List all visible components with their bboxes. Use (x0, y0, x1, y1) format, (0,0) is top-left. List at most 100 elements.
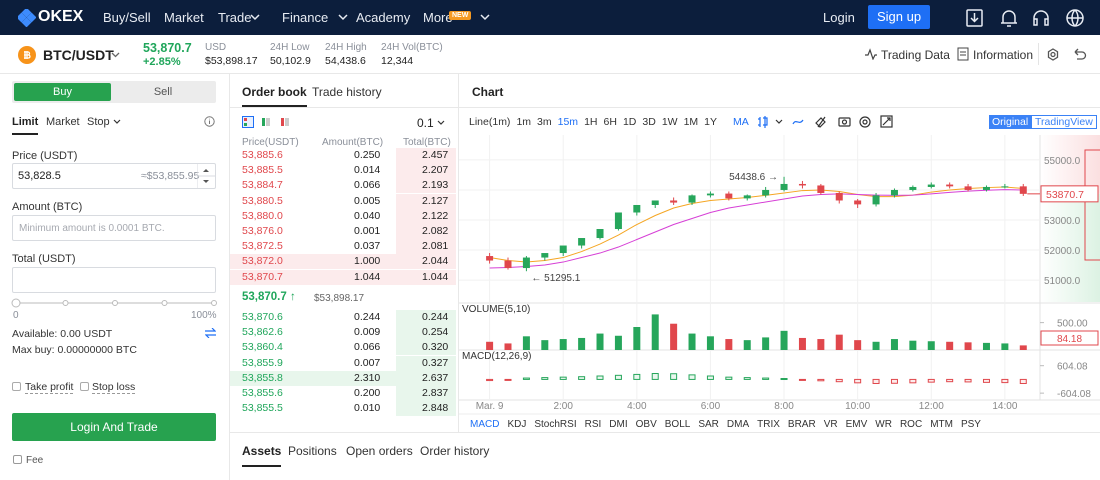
total-depth (396, 340, 456, 356)
open-orders-tab[interactable]: Open orders (346, 444, 413, 458)
view-icons[interactable] (242, 116, 294, 128)
indicator-tab[interactable]: KDJ (507, 419, 526, 430)
interval[interactable]: 1M (683, 116, 699, 128)
nav-item[interactable]: Buy/Sell (103, 10, 151, 25)
slider[interactable] (10, 297, 220, 309)
indicator-tab[interactable]: MTM (930, 419, 953, 430)
fee-link[interactable]: Fee (26, 455, 44, 466)
indicator-tab[interactable]: VR (824, 419, 838, 430)
transfer-icon[interactable] (205, 328, 216, 338)
bid-row: 53,855.5 0.010 2.848 (230, 401, 456, 417)
signup-button[interactable]: Sign up (868, 5, 930, 29)
indicator-tab[interactable]: BOLL (665, 419, 691, 430)
indicator-tab[interactable]: MACD (470, 419, 499, 430)
pair[interactable]: BTC/USDT (43, 47, 114, 63)
checkbox[interactable] (80, 382, 89, 391)
total: 0.244 (422, 311, 449, 323)
login-link[interactable]: Login (823, 10, 855, 25)
macd-tick-label: 604.08 (1057, 362, 1088, 373)
positions-tab[interactable]: Positions (288, 444, 337, 458)
stepper[interactable] (197, 164, 215, 188)
candle-body (872, 195, 880, 205)
price-input[interactable] (12, 163, 216, 189)
trade-history-tab[interactable]: Trade history (312, 85, 382, 99)
macd-bar (854, 378, 862, 384)
view-original[interactable]: Original (989, 115, 1032, 129)
buy-tab[interactable]: Buy (14, 83, 111, 101)
indicator-tab[interactable]: StochRSI (534, 419, 576, 430)
trading-data-link[interactable]: Trading Data (881, 48, 950, 62)
ask-row: 53,885.6 0.250 2.457 (230, 148, 456, 163)
candle-body (780, 183, 788, 190)
interval[interactable]: 6H (603, 116, 617, 128)
interval[interactable]: 1H (584, 116, 598, 128)
total-depth (396, 193, 456, 209)
amount: 0.250 (354, 149, 381, 161)
total-input[interactable] (12, 267, 216, 293)
stop-tab[interactable]: Stop (87, 116, 110, 128)
candle-body (927, 184, 935, 187)
nav-item[interactable]: Academy (356, 10, 411, 25)
indicator-tab[interactable]: RSI (585, 419, 602, 430)
precision[interactable]: 0.1 (417, 116, 434, 130)
top-nav: OKEX Buy/Sell Market Trade Finance Acade… (0, 0, 1100, 35)
price: 53,885.5 (242, 164, 283, 177)
order-history-tab[interactable]: Order history (420, 444, 490, 458)
macd-bar (486, 378, 494, 382)
chevron (437, 120, 445, 125)
tool-icons[interactable] (757, 115, 897, 129)
assets-tab[interactable]: Assets (242, 444, 282, 467)
take-profit[interactable]: Take profit (25, 381, 74, 394)
indicator-tab[interactable]: ROC (900, 419, 922, 430)
ask-row: 53,872.0 1.000 2.044 (230, 254, 456, 270)
interval[interactable]: Line(1m) (469, 116, 511, 128)
price: 53,860.4 (242, 341, 283, 354)
interval[interactable]: 1D (622, 116, 637, 128)
stop-loss[interactable]: Stop loss (92, 381, 136, 394)
indicator-tab[interactable]: DMA (727, 419, 750, 430)
indicator-tab[interactable]: TRIX (757, 419, 780, 430)
interval[interactable]: 3m (537, 116, 552, 128)
total: 2.848 (422, 402, 449, 415)
price-value: 53,828.5 (18, 170, 61, 182)
checkbox[interactable] (12, 382, 21, 391)
market-tab[interactable]: Market (46, 116, 80, 128)
indicator-tab[interactable]: SAR (698, 419, 719, 430)
total-depth (396, 239, 456, 255)
indicator-tab[interactable]: PSY (961, 419, 981, 430)
macd-label: MACD(12,26,9) (462, 351, 531, 362)
view-tradingview[interactable]: TradingView (1031, 115, 1097, 129)
interval[interactable]: 15m (557, 116, 579, 128)
nav-item[interactable]: More (423, 10, 453, 25)
indicator-tab[interactable]: DMI (609, 419, 627, 430)
stat-value: 54,438.6 (325, 55, 366, 67)
amount-input[interactable] (12, 215, 216, 241)
limit-tab[interactable]: Limit (12, 116, 39, 135)
divider (230, 107, 458, 108)
logo[interactable]: OKEX (38, 8, 84, 25)
indicator-tab[interactable]: WR (875, 419, 892, 430)
price-label: Price (USDT) (12, 150, 78, 162)
submit-button[interactable]: Login And Trade (12, 413, 216, 441)
ma-select[interactable]: MA (733, 116, 749, 128)
interval[interactable]: 1m (516, 116, 532, 128)
information-link[interactable]: Information (973, 48, 1034, 62)
indicator-tab[interactable]: EMV (846, 419, 868, 430)
nav-item[interactable]: Finance (282, 10, 329, 25)
amount: 0.200 (354, 387, 381, 399)
order-book-tab[interactable]: Order book (242, 85, 307, 107)
sell-tab[interactable]: Sell (153, 86, 173, 98)
indicator-tab[interactable]: OBV (636, 419, 657, 430)
stat-label: USD (205, 42, 227, 53)
interval[interactable]: 1W (661, 116, 678, 128)
nav-item[interactable]: Market (164, 10, 204, 25)
last-price-tag: 53870.7 (1046, 189, 1084, 201)
amount: 0.014 (354, 164, 381, 177)
interval[interactable]: 1Y (704, 116, 717, 128)
nav-icons (966, 9, 1084, 27)
nav-item[interactable]: Trade (218, 10, 252, 25)
interval[interactable]: 3D (642, 116, 656, 128)
indicator-tab[interactable]: BRAR (788, 419, 816, 430)
price: 53,884.7 (242, 179, 283, 192)
col-total: Total(BTC) (403, 137, 451, 148)
